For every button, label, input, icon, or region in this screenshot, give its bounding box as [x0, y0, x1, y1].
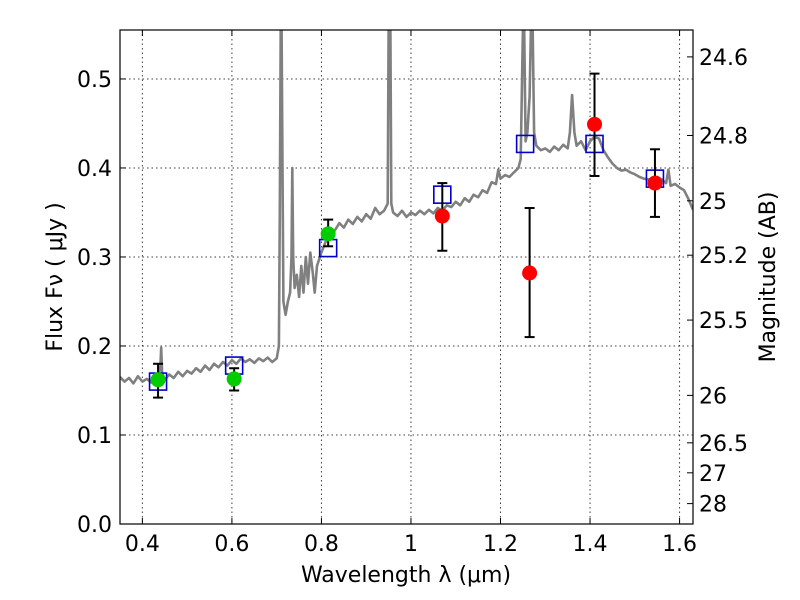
y-tick-label: 0.0: [77, 513, 112, 538]
x-tick-label: 1.4: [573, 532, 608, 557]
x-tick-label: 0.6: [214, 532, 249, 557]
grid: [120, 30, 693, 524]
right-tick-label: 24.8: [699, 124, 748, 149]
photometry-point: [434, 208, 450, 224]
y-tick-label: 0.2: [77, 335, 112, 360]
spectrum-line: [120, 30, 693, 385]
y-axis-label: Flux Fν ( μJy ): [43, 202, 68, 351]
right-tick-label: 26.5: [699, 432, 748, 457]
model-band-square: [515, 134, 535, 154]
photometry-point: [320, 226, 336, 242]
right-axis-label: Magnitude (AB): [756, 192, 781, 363]
x-tick-label: 0.4: [125, 532, 160, 557]
data-markers: [148, 72, 665, 399]
right-tick-label: 24.6: [699, 46, 748, 71]
photometry-point: [522, 265, 538, 281]
photometry-point: [647, 175, 663, 191]
y-tick-label: 0.1: [77, 424, 112, 449]
right-tick-label: 25: [699, 190, 727, 215]
right-tick-label: 26: [699, 384, 727, 409]
x-tick-label: 1.2: [483, 532, 518, 557]
y-tick-label: 0.3: [77, 246, 112, 271]
x-tick-label: 1: [404, 532, 418, 557]
axis-ticks: 0.4 0.6 0.8 1 1.2 1.4 1.6 0.0 0.1 0.2 0.3 0.4 0.5 24.…: [77, 30, 748, 557]
right-tick-label: 25.2: [699, 244, 748, 269]
photometry-point: [587, 116, 603, 132]
y-tick-label: 0.4: [77, 157, 112, 182]
plot-frame: [119, 29, 694, 525]
right-tick-label: 27: [699, 462, 727, 487]
right-tick-label: 25.5: [699, 309, 748, 334]
photometry-point: [226, 371, 242, 387]
photometry-point: [150, 372, 166, 388]
right-tick-label: 28: [699, 493, 727, 518]
x-tick-label: 1.6: [662, 532, 697, 557]
y-tick-label: 0.5: [77, 68, 112, 93]
x-tick-label: 0.8: [304, 532, 339, 557]
model-spectrum: [120, 30, 693, 385]
x-axis-label: Wavelength λ (μm): [301, 563, 511, 588]
